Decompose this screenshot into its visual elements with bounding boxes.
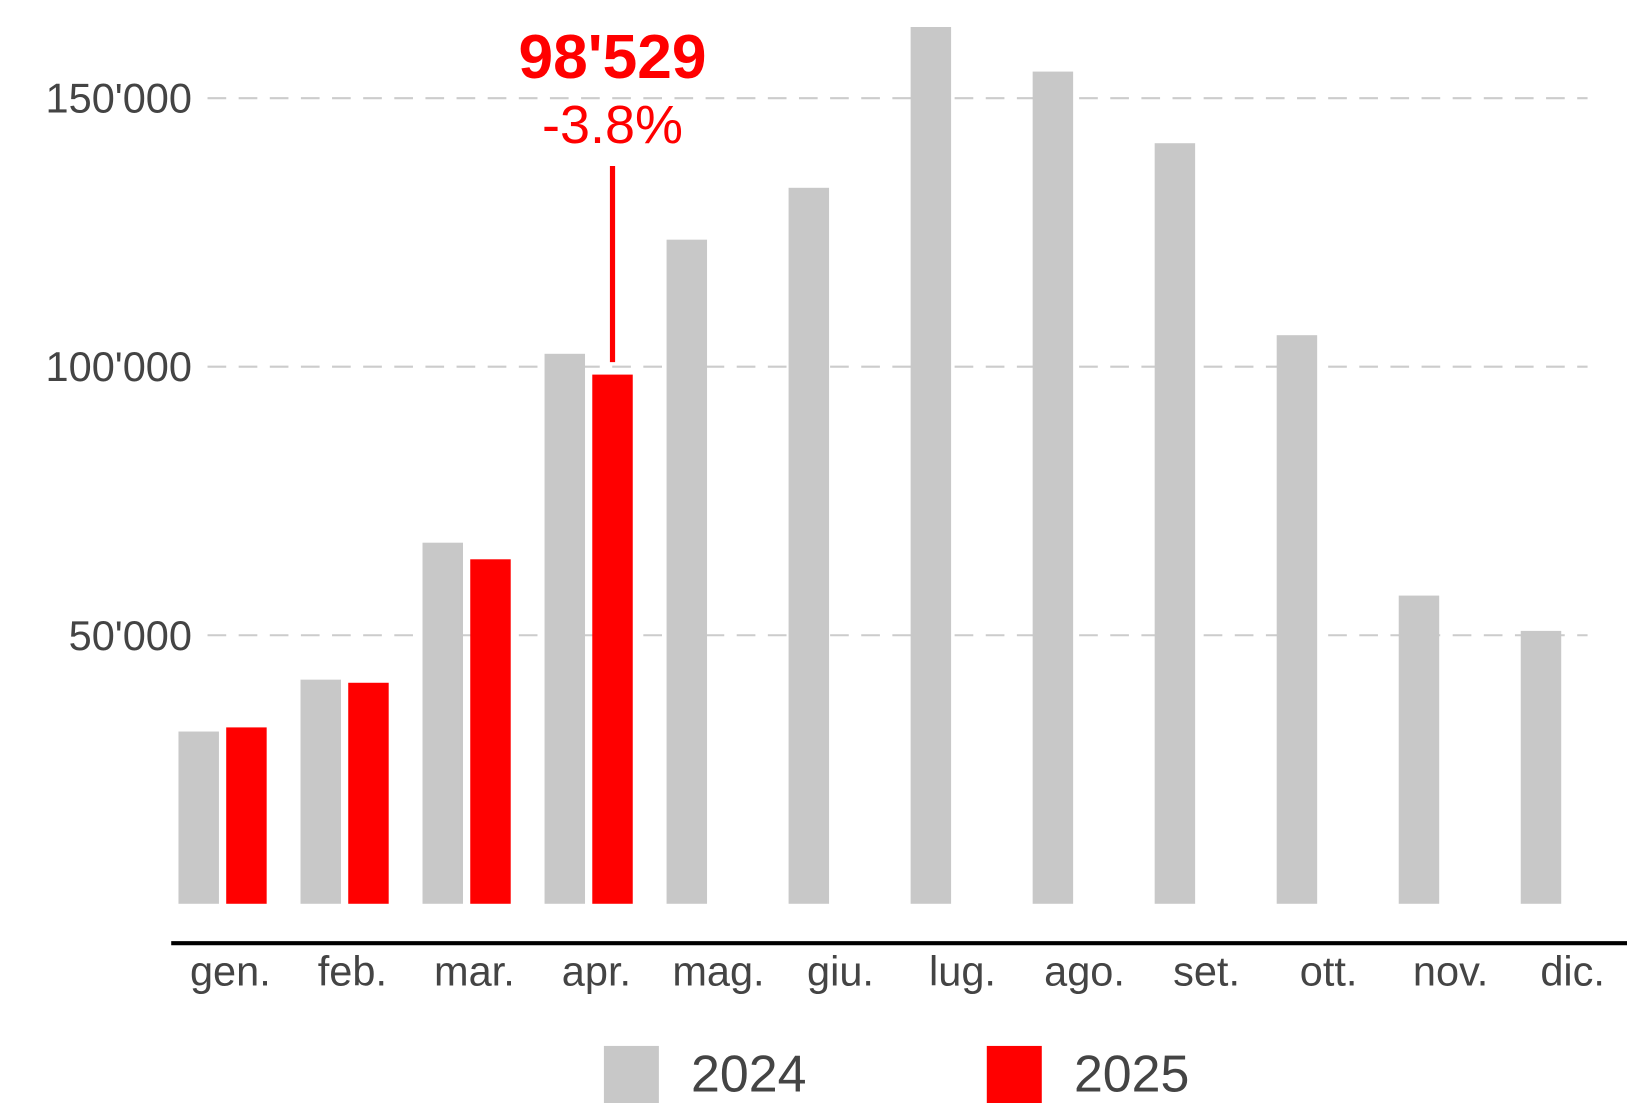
bar (226, 727, 267, 904)
legend-label: 2024 (691, 1045, 806, 1103)
bar (544, 353, 586, 904)
y-tick-label: 50'000 (69, 612, 192, 659)
x-tick-label: ott. (1300, 948, 1358, 995)
bar (1276, 335, 1318, 904)
bar (470, 559, 511, 904)
x-tick-label: apr. (562, 948, 631, 995)
x-tick-label: mar. (434, 948, 515, 995)
bar (666, 239, 708, 904)
legend-swatch (603, 1045, 659, 1103)
y-tick-label: 100'000 (46, 343, 192, 390)
bar (300, 679, 341, 904)
bar (348, 682, 389, 904)
bar (592, 374, 633, 904)
bar (422, 542, 463, 904)
x-tick-label: set. (1173, 948, 1240, 995)
bar (178, 731, 219, 904)
x-tick-label: lug. (929, 948, 996, 995)
bar (1398, 595, 1440, 904)
annotation: -3.8% (542, 95, 683, 155)
data-label: 98'529 (519, 23, 707, 92)
x-tick-label: ago. (1044, 948, 1125, 995)
x-tick-label: giu. (807, 948, 874, 995)
y-tick-label: 150'000 (46, 75, 192, 122)
bar (910, 26, 952, 904)
x-tick-label: mag. (672, 948, 764, 995)
x-tick-label: nov. (1413, 948, 1488, 995)
bar (1032, 71, 1074, 904)
legend-label: 2025 (1074, 1045, 1189, 1103)
bar (1520, 630, 1562, 904)
bar (1154, 143, 1196, 904)
x-tick-label: gen. (190, 948, 271, 995)
legend-swatch (986, 1045, 1042, 1103)
bar (788, 187, 830, 904)
x-tick-label: dic. (1540, 948, 1605, 995)
x-tick-label: feb. (318, 948, 387, 995)
